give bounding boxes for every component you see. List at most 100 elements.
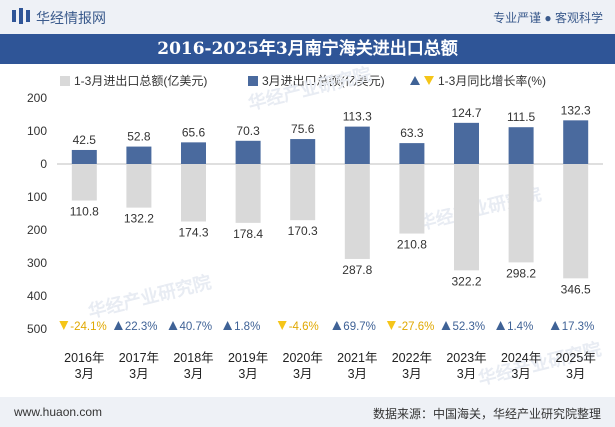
x-tick-label: 2019年: [228, 351, 268, 365]
ytd-bar: [344, 164, 370, 259]
ytd-value-label: 174.3: [178, 226, 208, 240]
y-tick-label: 200: [27, 223, 47, 237]
march-bar: [508, 127, 534, 164]
legend-item-march: 3月进出口总额(亿美元): [248, 72, 385, 90]
y-tick-label: 100: [27, 190, 47, 204]
march-bar: [290, 139, 316, 164]
x-tick-label: 2020年: [283, 351, 323, 365]
x-tick-label: 2022年: [392, 351, 432, 365]
march-bar: [399, 143, 425, 164]
ytd-value-label: 346.5: [561, 282, 591, 296]
growth-up-triangle-icon: [441, 321, 451, 330]
march-value-label: 75.6: [291, 122, 315, 136]
watermark-text: 华经产业研究院: [86, 271, 214, 323]
ytd-bar: [399, 164, 425, 234]
legend-label-ytd: 1-3月进出口总额(亿美元): [74, 74, 208, 88]
y-tick-label: 300: [27, 256, 47, 270]
march-bar: [344, 126, 370, 164]
legend-label-march: 3月进出口总额(亿美元): [262, 74, 385, 88]
ytd-bar: [181, 164, 206, 222]
legend-item-ytd: 1-3月进出口总额(亿美元): [60, 72, 207, 90]
march-value-label: 111.5: [507, 110, 536, 124]
chart-title: 2016-2025年3月南宁海关进出口总额: [157, 39, 458, 59]
website-url: www.huaon.com: [14, 405, 103, 419]
ytd-bar: [126, 164, 152, 208]
march-bar: [454, 122, 479, 164]
ytd-bar: [563, 164, 589, 279]
legend-down-triangle-icon: [424, 76, 434, 85]
march-bar: [235, 140, 261, 164]
ytd-value-label: 210.8: [397, 238, 427, 252]
y-tick-label: 500: [27, 322, 47, 336]
growth-rate-label: 17.3%: [562, 321, 595, 333]
title-bar: 2016-2025年3月南宁海关进出口总额: [0, 34, 615, 64]
growth-up-triangle-icon: [332, 321, 342, 330]
ytd-bar: [508, 164, 534, 263]
march-bar: [181, 142, 206, 164]
ytd-value-label: 110.8: [70, 205, 99, 219]
march-value-label: 63.3: [400, 126, 424, 140]
top-bar: 华经情报网 专业严谨 ● 客观科学: [0, 0, 615, 34]
huajing-logo-icon: [12, 8, 30, 24]
legend-label-growth: 1-3月同比增长率(%): [438, 74, 547, 88]
x-tick-label: 3月: [348, 367, 367, 381]
y-tick-label: 100: [27, 124, 47, 138]
ytd-bar: [71, 164, 97, 201]
growth-rate-label: 40.7%: [180, 321, 213, 333]
y-tick-label: 0: [40, 157, 47, 171]
x-tick-label: 3月: [511, 367, 530, 381]
data-source: 数据来源：中国海关，华经产业研究院整理: [372, 407, 601, 421]
growth-rate-label: -24.1%: [70, 321, 106, 333]
legend: 1-3月进出口总额(亿美元) 3月进出口总额(亿美元) 1-3月同比增长率(%): [60, 72, 600, 90]
growth-down-triangle-icon: [277, 321, 287, 330]
ytd-value-label: 287.8: [342, 263, 372, 277]
footer-bar: www.huaon.com 数据来源：中国海关，华经产业研究院整理: [0, 397, 615, 427]
ytd-value-label: 170.3: [288, 224, 318, 238]
growth-rate-label: 22.3%: [125, 321, 158, 333]
y-tick-label: 400: [27, 289, 47, 303]
growth-down-triangle-icon: [386, 321, 396, 330]
march-value-label: 52.8: [127, 130, 151, 144]
ytd-value-label: 132.2: [124, 212, 154, 226]
x-tick-label: 3月: [184, 367, 203, 381]
march-value-label: 42.5: [73, 133, 97, 147]
march-value-label: 124.7: [451, 106, 481, 120]
x-tick-label: 3月: [402, 367, 421, 381]
march-value-label: 132.3: [561, 103, 591, 117]
ytd-value-label: 322.2: [451, 274, 481, 288]
march-value-label: 70.3: [236, 124, 260, 138]
growth-down-triangle-icon: [59, 321, 69, 330]
march-value-label: 65.6: [182, 125, 206, 139]
growth-up-triangle-icon: [113, 321, 123, 330]
growth-up-triangle-icon: [168, 321, 178, 330]
x-tick-label: 3月: [238, 367, 257, 381]
tagline: 专业严谨 ● 客观科学: [493, 11, 603, 25]
growth-up-triangle-icon: [496, 321, 506, 330]
x-tick-label: 2024年: [501, 351, 541, 365]
march-bar: [126, 146, 152, 164]
x-tick-label: 2018年: [173, 351, 213, 365]
x-tick-label: 2025年: [556, 351, 596, 365]
y-tick-label: 200: [27, 91, 47, 105]
x-tick-label: 2016年: [64, 351, 104, 365]
ytd-bar: [290, 164, 316, 221]
legend-swatch-march: [248, 76, 258, 86]
x-tick-label: 3月: [129, 367, 148, 381]
x-tick-label: 3月: [457, 367, 476, 381]
legend-up-triangle-icon: [410, 76, 420, 85]
ytd-value-label: 298.2: [506, 266, 536, 280]
x-tick-label: 2021年: [337, 351, 377, 365]
growth-rate-label: 69.7%: [343, 321, 376, 333]
growth-rate-label: -27.6%: [398, 321, 434, 333]
chart-canvas: 华经产业研究院华经产业研究院华经产业研究院华经产业研究院200100010020…: [27, 63, 603, 390]
x-tick-label: 3月: [566, 367, 585, 381]
ytd-bar: [454, 164, 479, 271]
growth-rate-label: 1.8%: [234, 321, 260, 333]
brand-name: 华经情报网: [36, 10, 106, 26]
growth-rate-label: 1.4%: [507, 321, 533, 333]
growth-up-triangle-icon: [223, 321, 233, 330]
march-bar: [71, 149, 97, 164]
legend-item-growth: 1-3月同比增长率(%): [410, 72, 546, 90]
growth-up-triangle-icon: [550, 321, 560, 330]
ytd-bar: [235, 164, 261, 223]
